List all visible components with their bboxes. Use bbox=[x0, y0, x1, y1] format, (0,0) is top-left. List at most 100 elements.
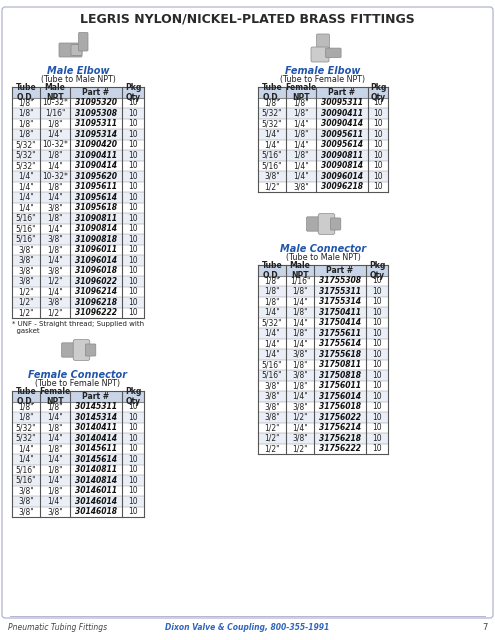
Text: 10: 10 bbox=[128, 298, 138, 307]
Text: 1/2": 1/2" bbox=[292, 444, 308, 453]
Text: 1/4": 1/4" bbox=[264, 349, 280, 359]
Text: 31095618: 31095618 bbox=[75, 204, 117, 212]
Text: 10: 10 bbox=[372, 287, 382, 296]
Text: 1/8": 1/8" bbox=[18, 119, 34, 128]
Text: 1/8": 1/8" bbox=[18, 109, 34, 118]
Text: Pkg
Qty: Pkg Qty bbox=[370, 83, 386, 102]
Text: Male
NPT: Male NPT bbox=[45, 83, 65, 102]
FancyBboxPatch shape bbox=[317, 34, 329, 51]
Text: 5/16": 5/16" bbox=[16, 214, 36, 223]
Text: 1/4": 1/4" bbox=[18, 193, 34, 202]
FancyBboxPatch shape bbox=[79, 33, 88, 51]
Text: 10: 10 bbox=[128, 214, 138, 223]
Text: 31096011: 31096011 bbox=[75, 245, 117, 254]
Text: 1/4": 1/4" bbox=[47, 193, 63, 202]
Text: 10: 10 bbox=[372, 308, 382, 317]
Text: 10: 10 bbox=[372, 403, 382, 412]
Bar bbox=[258, 401, 388, 412]
Text: Part #: Part # bbox=[83, 392, 109, 401]
Text: 10: 10 bbox=[128, 140, 138, 149]
Text: Part #: Part # bbox=[329, 88, 355, 97]
Text: 1/2": 1/2" bbox=[18, 287, 34, 296]
Text: 10: 10 bbox=[128, 276, 138, 285]
Text: 31096218: 31096218 bbox=[75, 298, 117, 307]
Bar bbox=[258, 370, 388, 381]
Text: 10: 10 bbox=[373, 140, 383, 149]
Bar bbox=[12, 87, 144, 97]
Text: 10-32*: 10-32* bbox=[42, 140, 68, 149]
Text: 31755314: 31755314 bbox=[319, 297, 361, 307]
Bar bbox=[258, 87, 388, 97]
Bar bbox=[258, 349, 388, 360]
Text: 10: 10 bbox=[128, 413, 138, 422]
Bar bbox=[12, 97, 144, 108]
Text: 10: 10 bbox=[372, 339, 382, 348]
Text: 3/8": 3/8" bbox=[18, 486, 34, 495]
Text: 3/8": 3/8" bbox=[264, 381, 280, 390]
Bar bbox=[12, 87, 144, 97]
Text: 3/8": 3/8" bbox=[47, 266, 63, 275]
Text: 3/8": 3/8" bbox=[47, 204, 63, 212]
Bar bbox=[258, 150, 388, 161]
Text: 10: 10 bbox=[372, 371, 382, 380]
Text: 3/8": 3/8" bbox=[18, 266, 34, 275]
Bar bbox=[12, 129, 144, 140]
Text: Part #: Part # bbox=[83, 88, 109, 97]
Text: 7: 7 bbox=[483, 623, 488, 632]
Text: 3/8": 3/8" bbox=[47, 508, 63, 516]
Text: 10: 10 bbox=[372, 381, 382, 390]
Text: 1/8": 1/8" bbox=[18, 130, 34, 139]
Text: 10: 10 bbox=[373, 161, 383, 170]
Text: (Tube to Female NPT): (Tube to Female NPT) bbox=[36, 379, 121, 388]
Text: 31755308: 31755308 bbox=[319, 276, 361, 285]
Text: 1/16": 1/16" bbox=[45, 109, 65, 118]
Text: 1/4": 1/4" bbox=[292, 339, 308, 348]
Bar bbox=[258, 171, 388, 182]
Text: (Tube to Male NPT): (Tube to Male NPT) bbox=[286, 253, 360, 262]
Text: 1/8": 1/8" bbox=[47, 151, 63, 160]
Text: 1/8": 1/8" bbox=[264, 297, 280, 307]
Bar bbox=[258, 161, 388, 171]
Text: 5/32": 5/32" bbox=[262, 318, 282, 327]
Bar bbox=[12, 118, 144, 129]
Text: 30095614: 30095614 bbox=[321, 140, 363, 149]
Text: 30146014: 30146014 bbox=[75, 497, 117, 506]
Text: 1/4": 1/4" bbox=[18, 455, 34, 464]
Text: 10: 10 bbox=[372, 297, 382, 307]
Text: 10: 10 bbox=[372, 434, 382, 443]
Text: 1/2": 1/2" bbox=[264, 434, 280, 443]
Text: 31750818: 31750818 bbox=[319, 371, 361, 380]
Text: 31095620: 31095620 bbox=[75, 172, 117, 180]
Text: 10-32*: 10-32* bbox=[42, 172, 68, 180]
Text: 10: 10 bbox=[128, 99, 138, 108]
Text: 10: 10 bbox=[373, 99, 383, 108]
Text: 3/8": 3/8" bbox=[292, 434, 308, 443]
Text: 10: 10 bbox=[128, 182, 138, 191]
Text: 10: 10 bbox=[128, 224, 138, 233]
Text: 31756222: 31756222 bbox=[319, 444, 361, 453]
Text: (Tube to Female NPT): (Tube to Female NPT) bbox=[281, 75, 366, 84]
Text: (Tube to Male NPT): (Tube to Male NPT) bbox=[41, 75, 115, 84]
Text: 30145614: 30145614 bbox=[75, 455, 117, 464]
Bar bbox=[258, 275, 388, 286]
Text: 1/8": 1/8" bbox=[18, 403, 34, 412]
Text: 31756014: 31756014 bbox=[319, 392, 361, 401]
Text: 10: 10 bbox=[372, 413, 382, 422]
Bar bbox=[12, 276, 144, 287]
FancyBboxPatch shape bbox=[318, 214, 335, 234]
Text: 1/4": 1/4" bbox=[292, 392, 308, 401]
Text: 31096018: 31096018 bbox=[75, 266, 117, 275]
Bar bbox=[258, 265, 388, 275]
Bar bbox=[12, 475, 144, 486]
Text: 5/16": 5/16" bbox=[16, 235, 36, 244]
Text: 5/32": 5/32" bbox=[16, 161, 36, 170]
Bar bbox=[258, 422, 388, 433]
Bar bbox=[258, 108, 388, 118]
Text: 31095311: 31095311 bbox=[75, 119, 117, 128]
Text: 1/8": 1/8" bbox=[264, 287, 280, 296]
Bar bbox=[258, 129, 388, 140]
Text: 31090818: 31090818 bbox=[75, 235, 117, 244]
Text: 10: 10 bbox=[128, 151, 138, 160]
Text: 31095614: 31095614 bbox=[75, 193, 117, 202]
Bar bbox=[258, 87, 388, 97]
